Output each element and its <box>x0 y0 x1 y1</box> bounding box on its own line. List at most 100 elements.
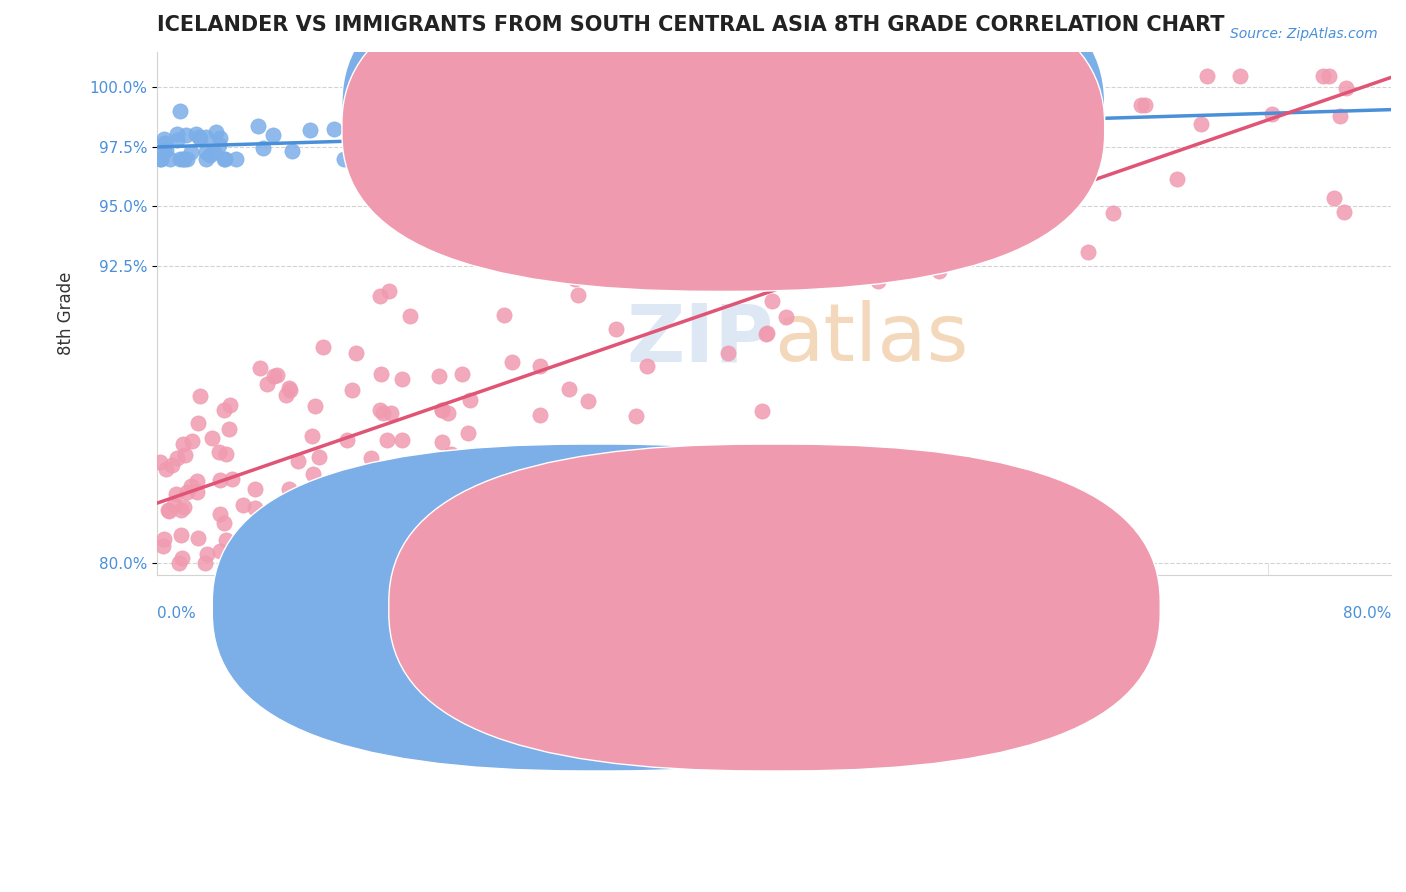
Text: ZIP: ZIP <box>627 301 773 378</box>
Point <box>166 450 188 465</box>
Point <box>636 359 658 373</box>
Point <box>1317 69 1340 83</box>
Point <box>187 531 209 545</box>
Point <box>1329 109 1351 123</box>
Point <box>186 128 208 142</box>
Point <box>209 543 232 558</box>
Point <box>1038 203 1060 218</box>
Point <box>208 445 231 459</box>
Point <box>208 137 231 152</box>
Point <box>437 406 460 420</box>
Point <box>297 500 319 515</box>
Point <box>576 393 599 408</box>
Text: R = 0.272   N =  45: R = 0.272 N = 45 <box>737 102 914 120</box>
Point <box>172 551 194 566</box>
Point <box>368 402 391 417</box>
Point <box>373 405 395 419</box>
Point <box>149 454 172 468</box>
Point <box>346 346 368 360</box>
Point <box>221 472 243 486</box>
Point <box>278 383 301 397</box>
Point <box>370 367 392 381</box>
Point <box>167 556 190 570</box>
Point <box>312 340 335 354</box>
Point <box>440 447 463 461</box>
Point <box>169 152 191 166</box>
Point <box>333 152 356 166</box>
FancyBboxPatch shape <box>342 0 1105 270</box>
Point <box>188 130 211 145</box>
Point <box>1077 244 1099 259</box>
Point <box>173 500 195 514</box>
Point <box>201 431 224 445</box>
Point <box>215 533 238 547</box>
Point <box>1260 106 1282 120</box>
Point <box>180 434 202 448</box>
FancyBboxPatch shape <box>212 444 984 771</box>
FancyBboxPatch shape <box>693 83 1046 156</box>
Point <box>870 122 893 136</box>
Point <box>756 326 779 341</box>
Point <box>188 389 211 403</box>
Point <box>496 139 519 153</box>
Point <box>283 537 305 551</box>
Point <box>252 141 274 155</box>
Point <box>352 513 374 527</box>
Point <box>1102 206 1125 220</box>
Point <box>815 260 838 275</box>
Text: atlas: atlas <box>773 301 969 378</box>
Point <box>1323 191 1346 205</box>
Point <box>1001 215 1024 229</box>
Point <box>180 479 202 493</box>
Point <box>605 322 627 336</box>
Point <box>800 239 823 253</box>
Point <box>287 454 309 468</box>
Point <box>263 369 285 384</box>
Point <box>179 145 201 159</box>
Point <box>391 372 413 386</box>
Point <box>153 132 176 146</box>
Point <box>176 152 198 166</box>
Point <box>278 482 301 496</box>
Point <box>204 125 226 139</box>
Point <box>225 152 247 166</box>
Y-axis label: 8th Grade: 8th Grade <box>58 272 75 355</box>
Point <box>208 473 231 487</box>
Point <box>304 399 326 413</box>
Point <box>391 434 413 448</box>
Point <box>160 458 183 472</box>
Point <box>277 381 299 395</box>
Point <box>155 462 177 476</box>
Point <box>342 383 364 397</box>
Point <box>994 140 1017 154</box>
Point <box>163 498 186 512</box>
FancyBboxPatch shape <box>342 0 1105 292</box>
Point <box>1312 69 1334 83</box>
Point <box>370 289 392 303</box>
Point <box>399 309 422 323</box>
Text: Immigrants from South Central Asia: Immigrants from South Central Asia <box>799 607 1073 621</box>
Point <box>165 487 187 501</box>
Point <box>904 144 927 158</box>
Point <box>360 451 382 466</box>
Point <box>172 437 194 451</box>
Point <box>195 547 218 561</box>
Point <box>494 308 516 322</box>
Point <box>758 255 780 269</box>
Point <box>868 273 890 287</box>
Point <box>924 183 946 197</box>
Point <box>370 129 392 144</box>
Point <box>378 284 401 298</box>
Point <box>280 144 302 158</box>
Point <box>215 447 238 461</box>
Point <box>247 119 270 133</box>
Point <box>149 152 172 166</box>
Point <box>170 503 193 517</box>
Point <box>169 104 191 119</box>
Point <box>186 474 208 488</box>
Text: 80.0%: 80.0% <box>1343 607 1391 621</box>
Point <box>226 556 249 570</box>
Point <box>1333 205 1355 219</box>
Text: ICELANDER VS IMMIGRANTS FROM SOUTH CENTRAL ASIA 8TH GRADE CORRELATION CHART: ICELANDER VS IMMIGRANTS FROM SOUTH CENTR… <box>157 15 1225 35</box>
Point <box>347 475 370 489</box>
